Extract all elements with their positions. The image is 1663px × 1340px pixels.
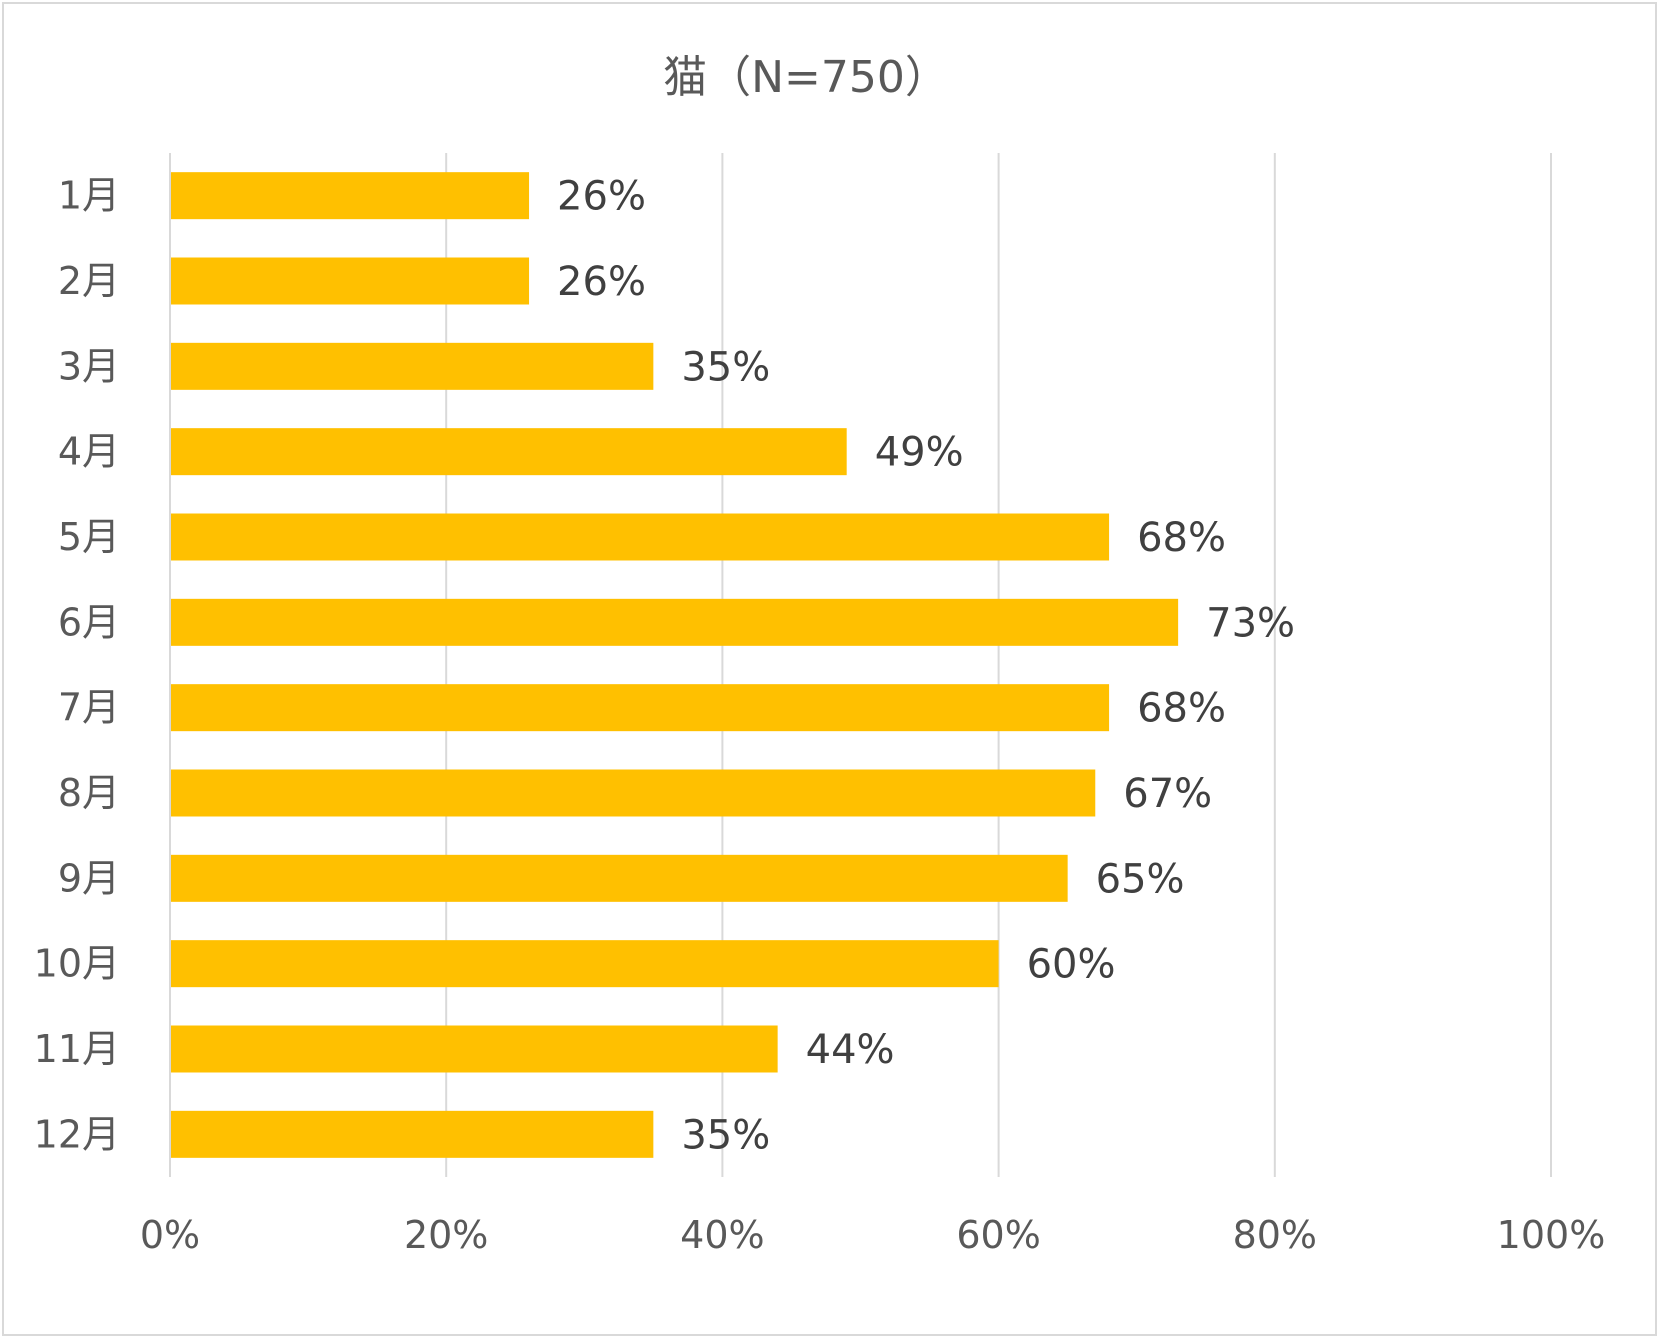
category-label-6: 6月	[58, 600, 120, 644]
category-label-4: 4月	[58, 430, 120, 474]
gridlines	[169, 153, 1552, 1177]
data-label-6: 73%	[1206, 600, 1295, 646]
bar-11	[171, 1025, 778, 1073]
category-label-8: 8月	[58, 771, 120, 815]
data-label-4: 49%	[875, 430, 964, 476]
category-label-1: 1月	[58, 174, 120, 218]
x-tick-label-60pct: 60%	[956, 1213, 1040, 1257]
data-label-8: 67%	[1123, 771, 1212, 817]
category-label-5: 5月	[58, 515, 120, 559]
bar-9	[171, 854, 1068, 902]
data-label-11: 44%	[806, 1027, 895, 1073]
x-tick-label-100pct: 100%	[1497, 1213, 1606, 1257]
bar-12	[171, 1110, 654, 1158]
bar-3	[171, 342, 654, 390]
category-labels: 1月 2月 3月 4月 5月 6月 7月 8月 9月 10月 11月 12月	[34, 174, 120, 1157]
bar-7	[171, 684, 1110, 732]
category-label-9: 9月	[58, 856, 120, 900]
chart-title: 猫（N=750）	[663, 52, 949, 103]
x-tick-label-0pct: 0%	[140, 1213, 200, 1257]
x-tick-label-80pct: 80%	[1233, 1213, 1317, 1257]
category-label-2: 2月	[58, 259, 120, 303]
bar-2	[171, 257, 530, 305]
bar-8	[171, 769, 1096, 817]
bar-1	[171, 172, 530, 220]
data-label-9: 65%	[1096, 856, 1185, 902]
data-labels: 26% 26% 35% 49% 68% 73% 68% 67% 65% 60% 44% 35%	[557, 174, 1295, 1159]
x-tick-label-20pct: 20%	[404, 1213, 488, 1257]
bar-5	[171, 513, 1110, 561]
data-label-12: 35%	[681, 1112, 770, 1158]
category-label-3: 3月	[58, 344, 120, 388]
data-label-5: 68%	[1137, 515, 1226, 561]
x-axis-tick-labels: 0% 20% 40% 60% 80% 100%	[140, 1213, 1605, 1257]
data-label-2: 26%	[557, 259, 646, 305]
category-label-7: 7月	[58, 686, 120, 730]
x-tick-label-40pct: 40%	[680, 1213, 764, 1257]
bars	[171, 172, 1179, 1158]
data-label-7: 68%	[1137, 686, 1226, 732]
category-label-12: 12月	[34, 1112, 120, 1156]
category-label-11: 11月	[34, 1027, 120, 1071]
data-label-1: 26%	[557, 174, 646, 220]
data-label-10: 60%	[1027, 942, 1116, 988]
bar-4	[171, 428, 847, 476]
bar-6	[171, 598, 1179, 646]
category-label-10: 10月	[34, 942, 120, 986]
bar-10	[171, 940, 999, 988]
data-label-3: 35%	[681, 344, 770, 390]
